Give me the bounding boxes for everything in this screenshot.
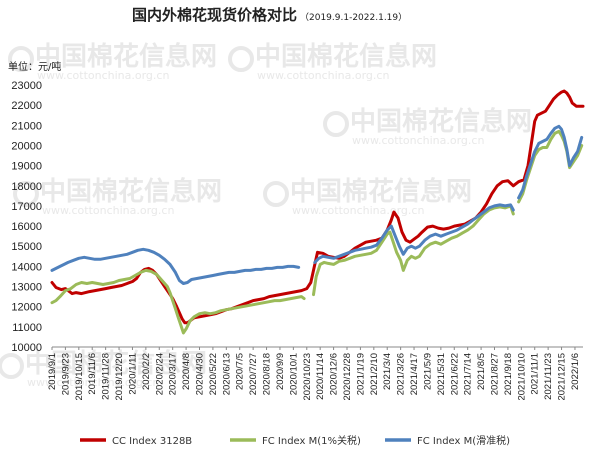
- y-tick-label: 16000: [11, 221, 42, 233]
- x-tick-label: 2021/11/1: [530, 353, 541, 395]
- watermark-en: www.cottonchina.org.cn: [27, 376, 159, 389]
- x-tick-label: 2021/12/15: [557, 353, 568, 401]
- y-axis: 10000 11000 12000 13000 14000 15000 16000 17000…: [11, 80, 42, 354]
- y-tick-label: 19000: [11, 161, 42, 173]
- x-tick-label: 2020/4/8: [181, 353, 192, 390]
- x-tick-label: 2020/11/14: [315, 353, 326, 400]
- watermark-cn: 中国棉花信息网: [25, 348, 207, 379]
- series-layer: [50, 89, 585, 335]
- watermark-cn: 中国棉花信息网: [350, 106, 532, 137]
- x-tick-label: 2019/9/23: [60, 353, 71, 395]
- x-tick-label: 2020/3/17: [168, 353, 179, 395]
- x-tick-label: 2021/2/10: [369, 353, 380, 395]
- legend-label: CC Index 3128B: [112, 436, 192, 447]
- legend-item: CC Index 3128B: [80, 436, 192, 447]
- watermark-logo-icon: [13, 181, 39, 207]
- y-tick-label: 13000: [11, 282, 42, 294]
- y-tick-label: 22000: [11, 100, 42, 112]
- watermark-cn: 中国棉花信息网: [40, 176, 222, 207]
- legend-label: FC Index M(1%关税): [262, 434, 361, 447]
- watermark-logo-icon: [228, 46, 254, 72]
- x-tick-label: 2020/12/28: [342, 353, 353, 401]
- x-tick-label: 2020/9/9: [275, 353, 286, 390]
- watermark-en: www.cottonchina.org.cn: [257, 69, 389, 82]
- x-tick-label: 2022/1/6: [570, 353, 581, 390]
- x-tick-label: 2021/3/26: [396, 353, 407, 395]
- x-tick-label: 2020/7/5: [235, 353, 246, 390]
- x-tick-label: 2021/11/23: [543, 353, 554, 400]
- watermark-layer: 中国棉花信息网www.cottonchina.org.cn中国棉花信息网www.…: [0, 41, 532, 389]
- watermark-cn: 中国棉花信息网: [255, 41, 437, 72]
- y-tick-label: 20000: [11, 140, 42, 152]
- y-tick-label: 11000: [12, 322, 42, 334]
- x-tick-label: 2021/7/14: [463, 353, 474, 395]
- series-line-1: [50, 129, 584, 335]
- x-tick-label: 2020/12/6: [329, 353, 340, 395]
- x-tick-label: 2021/10/10: [516, 353, 527, 401]
- x-tick-label: 2019/10/15: [74, 353, 85, 401]
- legend-label: FC Index M(滑准税): [417, 434, 510, 447]
- y-tick-label: 21000: [11, 120, 42, 132]
- x-tick-label: 2019/12/20: [114, 353, 125, 401]
- watermark-logo-icon: [263, 181, 289, 207]
- y-tick-label: 14000: [11, 261, 42, 273]
- series-line-2: [50, 124, 584, 285]
- x-tick-label: 2020/2/2: [141, 353, 152, 390]
- watermark-logo-icon: [8, 46, 34, 72]
- legend-item: FC Index M(1%关税): [230, 434, 361, 447]
- watermark-cn: 中国棉花信息网: [290, 176, 472, 207]
- x-tick-label: 2020/10/1: [288, 353, 299, 395]
- x-tick-label: 2020/1/11: [127, 353, 138, 395]
- x-tick-label: 2021/5/9: [422, 353, 433, 390]
- x-tick-label: 2020/6/13: [221, 353, 232, 395]
- watermark-en: www.cottonchina.org.cn: [292, 204, 424, 217]
- y-tick-label: 12000: [11, 302, 42, 314]
- x-tick-label: 2020/8/18: [262, 353, 273, 395]
- x-tick-label: 2019/11/6: [87, 353, 98, 395]
- legend: CC Index 3128B FC Index M(1%关税) FC Index M…: [80, 434, 510, 447]
- watermark-en: www.cottonchina.org.cn: [42, 204, 174, 217]
- x-axis: 2019/9/1 2019/9/23 2019/10/15 2019/11/6 2019…: [47, 347, 581, 401]
- watermark-en: www.cottonchina.org.cn: [37, 69, 169, 82]
- x-tick-label: 2021/4/17: [409, 353, 420, 395]
- x-tick-label: 2021/5/31: [436, 353, 447, 395]
- x-tick-label: 2020/7/27: [248, 353, 259, 395]
- watermark-logo-icon: [0, 353, 24, 379]
- y-tick-label: 23000: [11, 80, 42, 92]
- watermark-cn: 中国棉花信息网: [35, 41, 217, 72]
- x-tick-label: 2019/9/1: [47, 353, 58, 390]
- x-tick-label: 2021/1/19: [355, 353, 366, 395]
- chart-title: 国内外棉花现货价格对比: [132, 6, 297, 24]
- y-tick-label: 17000: [11, 201, 42, 213]
- x-tick-label: 2021/9/18: [503, 353, 514, 395]
- legend-item: FC Index M(滑准税): [385, 434, 510, 447]
- x-tick-label: 2020/10/23: [302, 353, 313, 401]
- y-tick-label: 15000: [11, 241, 42, 253]
- watermark-en: www.cottonchina.org.cn: [352, 134, 484, 147]
- chart-subtitle: （2019.9.1-2022.1.19）: [300, 12, 407, 23]
- y-tick-label: 18000: [11, 181, 42, 193]
- x-tick-label: 2021/6/22: [449, 353, 460, 395]
- x-tick-label: 2019/11/28: [101, 353, 112, 400]
- x-tick-label: 2021/8/5: [476, 353, 487, 390]
- x-tick-label: 2021/3/4: [382, 353, 393, 390]
- unit-label: 单位：元/吨: [8, 60, 61, 73]
- x-tick-label: 2020/4/30: [195, 353, 206, 395]
- x-tick-label: 2020/2/24: [154, 353, 165, 395]
- watermark-logo-icon: [323, 111, 349, 137]
- x-tick-label: 2021/8/27: [490, 353, 501, 395]
- x-tick-label: 2020/5/22: [208, 353, 219, 395]
- y-tick-label: 10000: [11, 342, 42, 354]
